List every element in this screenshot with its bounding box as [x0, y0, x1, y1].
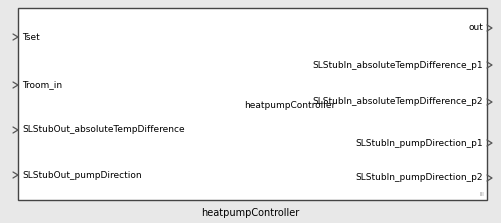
Text: SLStubIn_absoluteTempDifference_p1: SLStubIn_absoluteTempDifference_p1 — [313, 60, 483, 70]
Text: SLStubIn_pumpDirection_p2: SLStubIn_pumpDirection_p2 — [356, 173, 483, 182]
Bar — [18, 8, 487, 200]
Text: SLStubIn_absoluteTempDifference_p2: SLStubIn_absoluteTempDifference_p2 — [313, 97, 483, 107]
Text: III: III — [479, 192, 484, 197]
Text: heatpumpController: heatpumpController — [201, 208, 299, 218]
Text: out: out — [468, 23, 483, 33]
Text: SLStubIn_pumpDirection_p1: SLStubIn_pumpDirection_p1 — [355, 138, 483, 147]
Text: SLStubOut_absoluteTempDifference: SLStubOut_absoluteTempDifference — [22, 126, 185, 134]
Text: SLStubOut_pumpDirection: SLStubOut_pumpDirection — [22, 171, 142, 180]
Text: Troom_in: Troom_in — [22, 81, 62, 89]
Text: Tset: Tset — [22, 33, 40, 41]
Text: heatpumpController: heatpumpController — [244, 101, 336, 109]
